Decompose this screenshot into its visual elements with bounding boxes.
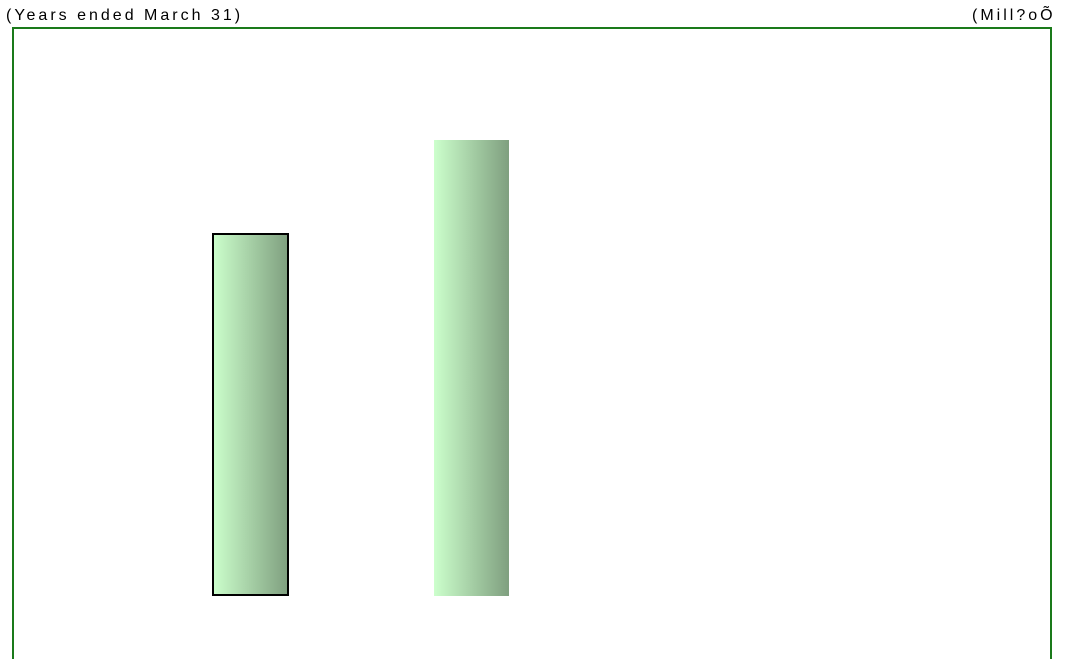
right-note: (Mill?oÕ (972, 4, 1056, 24)
frame (12, 27, 1052, 659)
bar-shape (434, 140, 509, 596)
bar-shape (212, 233, 289, 596)
left-note: (Years ended March 31) (6, 7, 243, 24)
